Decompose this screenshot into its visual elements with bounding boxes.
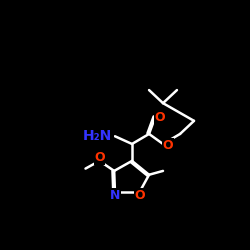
Text: O: O [94,151,105,164]
Text: H₂N: H₂N [84,129,114,143]
Text: N: N [110,189,120,202]
Text: O: O [134,189,145,202]
Text: H₂N: H₂N [82,129,112,143]
Text: O: O [154,110,165,124]
Text: O: O [162,139,173,152]
